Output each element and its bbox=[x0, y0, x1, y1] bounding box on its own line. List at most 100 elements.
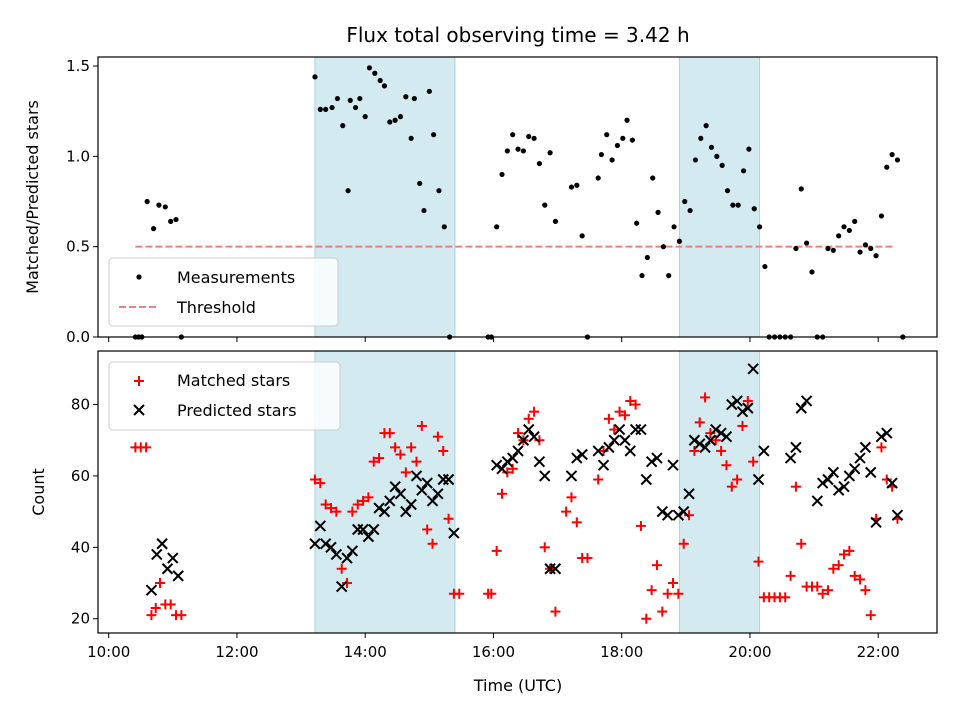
matched-star-point bbox=[790, 481, 801, 492]
matched-star-point bbox=[614, 406, 625, 417]
predicted-star-point bbox=[309, 538, 321, 550]
matched-star-point bbox=[812, 581, 823, 592]
predicted-star-point bbox=[758, 445, 770, 457]
predicted-star-point bbox=[886, 477, 898, 489]
y-tick-label: 60 bbox=[71, 467, 90, 485]
legend-predicted-marker bbox=[133, 404, 145, 416]
matched-star-point bbox=[748, 456, 759, 467]
matched-star-point bbox=[395, 449, 406, 460]
measurement-point bbox=[579, 233, 585, 239]
measurement-point bbox=[542, 202, 548, 208]
matched-star-point bbox=[336, 563, 347, 574]
measurement-point bbox=[552, 218, 559, 224]
top-panel: 0.0 0.5 1.0 1.5 Matched/Predicted stars Mea… bbox=[23, 56, 938, 346]
predicted-star-point bbox=[859, 441, 872, 454]
y-tick-label: 20 bbox=[71, 610, 90, 628]
measurement-point bbox=[317, 106, 323, 112]
measurement-point bbox=[357, 95, 363, 102]
matched-star-point bbox=[881, 474, 892, 485]
matched-star-point bbox=[347, 506, 358, 517]
matched-star-point bbox=[176, 610, 187, 621]
measurement-point bbox=[830, 247, 836, 253]
predicted-star-point bbox=[384, 495, 396, 507]
measurement-point bbox=[756, 224, 763, 230]
matched-star-point bbox=[630, 399, 641, 410]
matched-star-point bbox=[491, 545, 502, 556]
matched-star-point bbox=[716, 445, 727, 456]
predicted-star-point bbox=[736, 405, 749, 418]
predicted-star-point bbox=[715, 427, 727, 439]
matched-star-point bbox=[822, 585, 833, 596]
measurement-point bbox=[397, 114, 404, 120]
matched-star-point bbox=[668, 578, 679, 589]
matched-star-point bbox=[673, 588, 684, 599]
matched-star-point bbox=[598, 445, 609, 456]
matched-star-point bbox=[742, 395, 753, 406]
predicted-star-point bbox=[742, 402, 754, 414]
matched-star-point bbox=[406, 442, 417, 453]
x-tick-label: 10:00 bbox=[87, 643, 130, 661]
predicted-star-point bbox=[784, 452, 797, 464]
measurement-point bbox=[735, 202, 741, 208]
predicted-star-point bbox=[389, 480, 401, 493]
predicted-star-point bbox=[651, 452, 663, 464]
measurement-point bbox=[340, 123, 346, 129]
x-tick-label: 16:00 bbox=[472, 643, 515, 661]
y-tick-label: 40 bbox=[71, 538, 90, 556]
y-tick-label: 1.5 bbox=[66, 57, 90, 75]
predicted-star-point bbox=[319, 538, 332, 550]
measurement-point bbox=[614, 142, 621, 149]
measurement-point bbox=[387, 119, 393, 125]
measurement-point bbox=[547, 150, 553, 156]
predicted-star-point bbox=[533, 455, 546, 468]
measurement-point bbox=[762, 263, 768, 270]
matched-star-point bbox=[609, 424, 620, 435]
x-tick-label: 22:00 bbox=[857, 643, 900, 661]
predicted-star-point bbox=[517, 434, 530, 446]
predicted-star-point bbox=[394, 488, 407, 500]
predicted-star-point bbox=[624, 445, 636, 457]
predicted-star-point bbox=[683, 488, 695, 500]
measurement-point bbox=[392, 117, 398, 123]
matched-star-point bbox=[571, 517, 582, 528]
predicted-star-point bbox=[619, 434, 631, 446]
predicted-star-point bbox=[688, 434, 701, 446]
matched-star-point bbox=[833, 560, 844, 571]
measurement-point bbox=[421, 207, 427, 214]
measurement-point bbox=[520, 148, 526, 154]
matched-star-point bbox=[363, 492, 374, 503]
matched-star-point bbox=[582, 553, 593, 564]
count-points bbox=[130, 363, 904, 624]
measurement-point bbox=[852, 218, 858, 224]
predicted-star-point bbox=[629, 423, 642, 436]
y-tick-label: 0.0 bbox=[66, 328, 90, 346]
matched-star-point bbox=[146, 610, 157, 621]
matched-star-point bbox=[384, 428, 395, 439]
predicted-star-point bbox=[496, 463, 508, 475]
matched-star-point bbox=[432, 431, 443, 442]
measurement-point bbox=[708, 144, 715, 150]
x-tick-label: 12:00 bbox=[215, 643, 258, 661]
predicted-star-point bbox=[501, 455, 514, 468]
measurement-point bbox=[751, 206, 757, 212]
top-legend: Measurements Threshold bbox=[108, 257, 339, 327]
predicted-star-point bbox=[672, 509, 685, 521]
measurement-point bbox=[798, 186, 804, 192]
measurement-point bbox=[604, 132, 610, 138]
predicted-star-point bbox=[597, 459, 610, 471]
legend-threshold-label: Threshold bbox=[176, 298, 256, 317]
bottom-y-axis-label: Count bbox=[29, 468, 48, 516]
measurement-point bbox=[312, 74, 318, 80]
predicted-star-point bbox=[421, 477, 433, 489]
measurement-point bbox=[431, 132, 437, 138]
measurement-point bbox=[408, 135, 414, 141]
predicted-star-point bbox=[640, 473, 652, 486]
top-axes-frame bbox=[97, 56, 938, 338]
measurement-point bbox=[804, 240, 810, 246]
measurement-point bbox=[329, 104, 335, 111]
measurement-point bbox=[609, 157, 615, 163]
measurement-point bbox=[372, 70, 378, 76]
matched-star-point bbox=[534, 435, 545, 446]
matched-star-point bbox=[753, 556, 764, 567]
measurement-point bbox=[381, 83, 388, 89]
